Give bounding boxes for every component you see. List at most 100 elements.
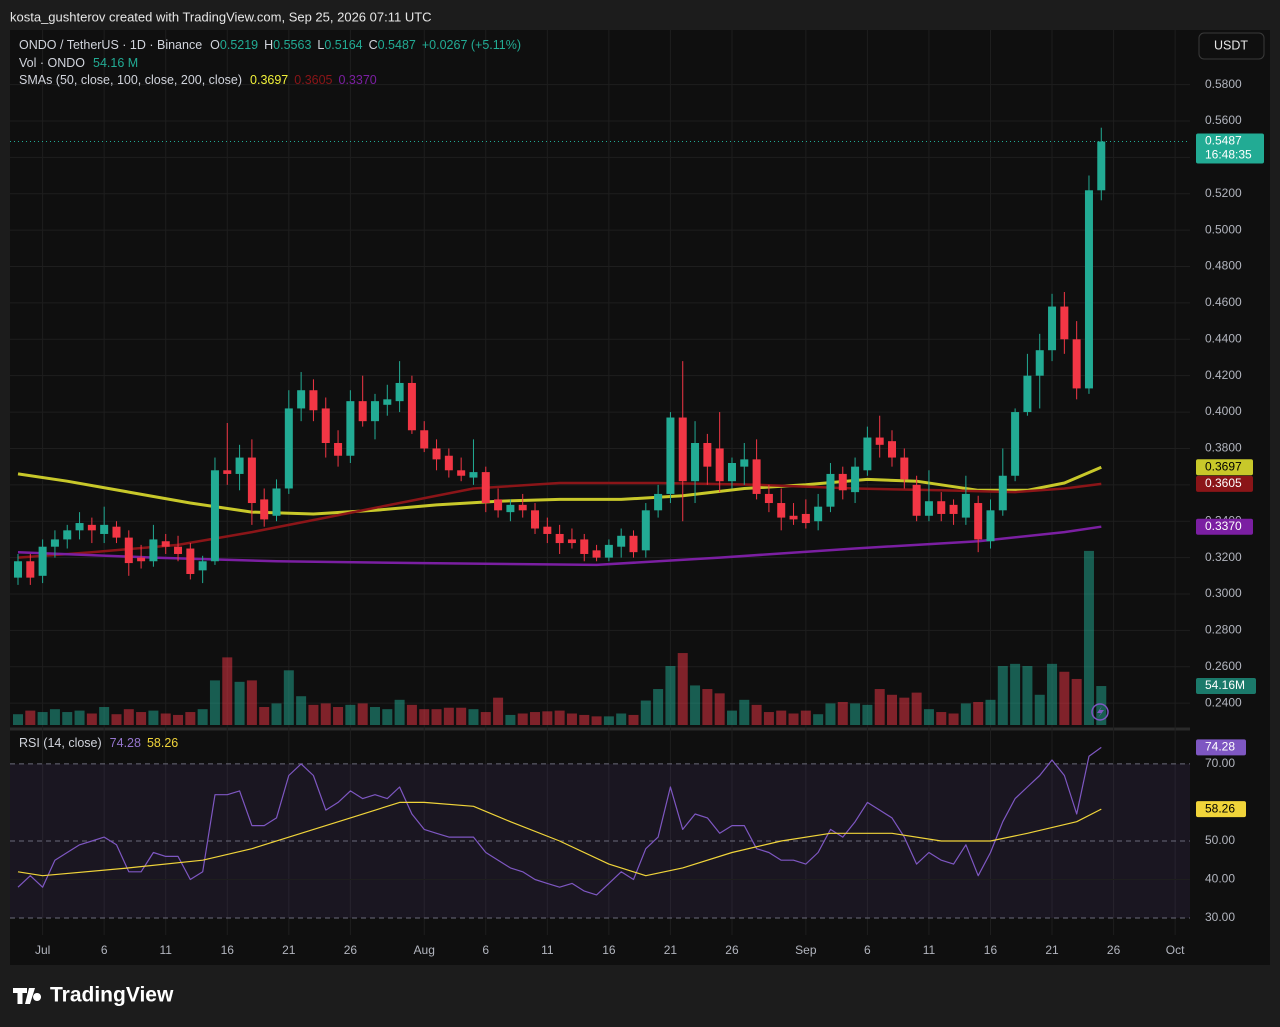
candle-body xyxy=(481,472,490,504)
x-tick-label: 6 xyxy=(482,943,489,957)
candle-body xyxy=(383,399,392,405)
volume-bar xyxy=(480,712,491,725)
candle-body xyxy=(112,526,121,538)
countdown: 16:48:35 xyxy=(1205,148,1252,162)
y-tick-label: 70.00 xyxy=(1205,756,1235,770)
volume-bar xyxy=(579,714,590,725)
volume-bar xyxy=(948,713,959,725)
candle-body xyxy=(407,382,416,431)
y-tick-label: 0.4800 xyxy=(1205,259,1242,273)
price-badge-value: 0.5487 xyxy=(1205,134,1242,148)
volume-bar xyxy=(419,709,430,725)
volume-bar xyxy=(333,707,344,725)
volume-bar xyxy=(923,709,934,725)
candle-body xyxy=(1084,190,1093,389)
candle-body xyxy=(63,530,72,540)
volume-bar xyxy=(345,704,356,725)
y-tick-label: 0.4600 xyxy=(1205,295,1242,309)
value: 0.5563 xyxy=(273,38,311,52)
volume-bar xyxy=(369,707,380,725)
candle-body xyxy=(1097,141,1106,191)
volume-bar xyxy=(296,696,307,725)
volume-bar xyxy=(850,703,861,725)
label: O xyxy=(210,38,220,52)
y-tick-label: 0.5200 xyxy=(1205,186,1242,200)
volume-bar xyxy=(677,653,688,725)
candle-body xyxy=(1072,339,1081,389)
candle-body xyxy=(395,382,404,402)
candle-body xyxy=(801,513,810,524)
candle-body xyxy=(998,475,1007,511)
rsi-line xyxy=(17,746,1102,896)
candle-body xyxy=(14,561,22,578)
alert-bolt xyxy=(1097,706,1104,718)
candle-body xyxy=(727,463,736,482)
candle-body xyxy=(334,442,343,456)
x-tick-label: 11 xyxy=(159,943,172,957)
value: 0.5487 xyxy=(378,38,416,52)
candle-body xyxy=(186,548,195,574)
candle-body xyxy=(691,442,700,482)
volume-bar xyxy=(222,657,233,725)
x-tick-label: Oct xyxy=(1166,943,1185,957)
volume-bar xyxy=(86,713,97,725)
label: RSI (14, close) xyxy=(19,736,102,750)
plot: Jul 6 11 16 21 26 Aug 6 11 16 21 26 Sep 6 11 16 21 26 Oct 0… xyxy=(10,30,1264,957)
x-tick-label: Aug xyxy=(414,943,435,957)
y-tick-label: 0.3200 xyxy=(1205,550,1242,564)
legend-volume: Vol · ONDO 54.16 M xyxy=(19,56,138,70)
volume-bar xyxy=(1059,671,1070,725)
volume-bar xyxy=(517,713,528,725)
volume-bar xyxy=(1034,694,1045,725)
sma-badge-value: 0.3697 xyxy=(1205,459,1242,473)
volume-bar xyxy=(751,704,762,725)
volume-bar xyxy=(234,681,245,725)
volume-bar xyxy=(160,713,171,725)
candle-body xyxy=(1048,306,1057,351)
y-tick-label: 0.3000 xyxy=(1205,586,1242,600)
volume-bar xyxy=(357,703,368,725)
volume-bar xyxy=(690,685,701,725)
currency[interactable]: USDT xyxy=(1214,38,1248,52)
volume-bar xyxy=(665,666,676,725)
volume-bar xyxy=(246,680,257,725)
candle-body xyxy=(370,401,379,422)
volume-bar xyxy=(13,714,23,725)
candle-body xyxy=(678,417,687,482)
candle-body xyxy=(223,470,232,474)
sma-badge-value: 0.3370 xyxy=(1205,519,1242,533)
value: 0.3697 xyxy=(250,73,288,87)
alert-icon[interactable] xyxy=(1091,703,1109,721)
volume-bar xyxy=(542,711,553,725)
x-tick-label: 16 xyxy=(984,943,998,957)
candle-body xyxy=(321,408,330,443)
y-tick-label: 40.00 xyxy=(1205,872,1235,886)
volume-bar xyxy=(899,697,910,725)
volume-bar xyxy=(406,704,417,725)
sma-badge xyxy=(1196,518,1253,535)
currency-button[interactable] xyxy=(1198,32,1265,60)
candle-body xyxy=(814,506,823,522)
volume-bar xyxy=(628,714,639,725)
candle-body xyxy=(863,437,872,471)
sma-badge xyxy=(1196,475,1253,492)
candle-body xyxy=(87,524,96,531)
candle-body xyxy=(924,501,933,516)
x-tick-label: 6 xyxy=(864,943,871,957)
candle-body xyxy=(604,544,613,558)
volume-bar xyxy=(148,710,159,725)
volume-bar xyxy=(973,701,984,725)
candle-body xyxy=(937,501,946,514)
label: H xyxy=(264,38,273,52)
volume-bar xyxy=(985,699,996,725)
candle-body xyxy=(272,488,281,516)
candle-body xyxy=(444,455,453,471)
volume-badge-value: 54.16M xyxy=(1205,678,1245,692)
value: 0.3605 xyxy=(294,73,332,87)
candle-body xyxy=(949,504,958,514)
volume-bar xyxy=(763,712,774,725)
x-tick-label: 21 xyxy=(1045,943,1059,957)
x-tick-label: 26 xyxy=(1107,943,1121,957)
value: 74.28 xyxy=(110,736,141,750)
volume-bar xyxy=(960,703,971,725)
